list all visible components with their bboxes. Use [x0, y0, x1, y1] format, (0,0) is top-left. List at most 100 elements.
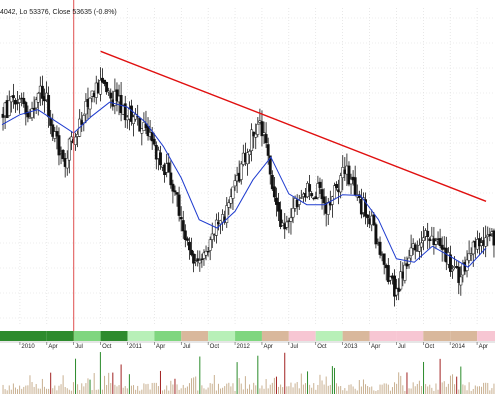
seasonal-band-segment: [46, 331, 74, 341]
x-tick-label: 2010: [21, 344, 35, 350]
candle-down: [173, 190, 177, 193]
candle-up: [198, 260, 202, 264]
candle-up: [36, 93, 40, 103]
seasonal-band: [0, 331, 495, 341]
candle-down: [183, 230, 187, 241]
candle-up: [208, 239, 212, 251]
candle-down: [175, 192, 179, 195]
candle-up: [471, 241, 475, 255]
candle-down: [22, 97, 26, 105]
candlesticks: [1, 67, 495, 307]
seasonal-band-segment: [73, 331, 101, 341]
candle-up: [239, 163, 243, 180]
candle-down: [144, 123, 148, 129]
candle-down: [335, 183, 338, 189]
candle-down: [192, 253, 196, 264]
x-tick-label: 2011: [129, 344, 143, 350]
candle-up: [225, 205, 229, 223]
candle-down: [11, 95, 15, 99]
candle-up: [233, 180, 237, 187]
candle-down: [167, 162, 171, 173]
candle-down: [279, 209, 283, 227]
candle-up: [417, 244, 421, 252]
candle-up: [107, 90, 111, 93]
candle-down: [347, 165, 351, 185]
candle-down: [397, 287, 401, 292]
candle-up: [399, 271, 403, 290]
x-tick-label: Oct: [210, 344, 220, 350]
candle-up: [422, 237, 425, 241]
candle-up: [88, 97, 92, 110]
seasonal-band-segment: [154, 331, 182, 341]
ohlc-readout: 4042, Lo 53376, Close 53635 (-0.8%): [0, 9, 117, 16]
candle-down: [310, 193, 314, 197]
candle-up: [132, 116, 135, 124]
candle-up: [285, 221, 289, 228]
candle-up: [459, 276, 463, 286]
candle-down: [478, 238, 481, 247]
candle-down: [188, 241, 191, 251]
candle-down: [47, 95, 51, 118]
candle-down: [277, 202, 280, 212]
candle-up: [291, 208, 295, 218]
seasonal-band-segment: [100, 331, 128, 341]
candle-down: [177, 194, 181, 216]
candle-down: [318, 181, 322, 188]
x-tick-label: Oct: [317, 344, 327, 350]
seasonal-band-segment: [450, 331, 478, 341]
candle-up: [469, 253, 473, 256]
x-tick-label: Jul: [398, 344, 406, 350]
candle-up: [82, 115, 86, 123]
seasonal-band-segment: [0, 331, 47, 341]
seasonal-band-segment: [235, 331, 262, 341]
candle-down: [492, 230, 495, 246]
candle-down: [190, 249, 193, 256]
candle-down: [51, 124, 55, 137]
candle-down: [438, 238, 442, 247]
candle-down: [57, 135, 61, 156]
candle-down: [322, 196, 326, 204]
x-tick-label: Apr: [156, 344, 165, 350]
candle-up: [67, 138, 71, 161]
candle-down: [488, 234, 492, 237]
candle-down: [366, 214, 370, 219]
candle-up: [451, 268, 454, 272]
candle-down: [440, 244, 444, 250]
moving-average: [1, 101, 487, 268]
candle-down: [206, 251, 210, 253]
candle-down: [55, 131, 59, 137]
candle-down: [196, 258, 200, 261]
candle-down: [275, 197, 278, 205]
x-tick-label: Apr: [371, 344, 380, 350]
candle-down: [185, 238, 189, 241]
x-axis: 2010 Apr Jul Oct 2011 Apr Jul Oct 2012 Apr Jul Oct 2…: [0, 341, 495, 350]
candle-up: [229, 196, 233, 204]
candle-up: [248, 151, 251, 155]
candle-down: [103, 79, 106, 84]
x-tick-label: 2012: [237, 344, 251, 350]
candle-down: [171, 183, 175, 192]
candle-down: [372, 214, 376, 225]
candle-down: [426, 230, 430, 237]
candle-down: [449, 254, 452, 272]
candle-up: [484, 237, 488, 247]
candle-down: [14, 99, 17, 105]
candle-up: [250, 129, 254, 151]
candle-down: [179, 217, 183, 220]
seasonal-band-segment: [288, 331, 316, 341]
candle-up: [231, 186, 235, 199]
candle-up: [98, 80, 102, 95]
candle-up: [289, 217, 293, 222]
candle-down: [353, 177, 357, 196]
candle-up: [256, 123, 260, 135]
candle-up: [30, 108, 34, 118]
candle-down: [374, 224, 378, 245]
candle-up: [388, 276, 392, 281]
candle-down: [152, 138, 156, 145]
x-tick-label: Apr: [48, 344, 57, 350]
candle-down: [268, 155, 272, 175]
candle-up: [7, 100, 11, 116]
candle-down: [386, 265, 390, 282]
